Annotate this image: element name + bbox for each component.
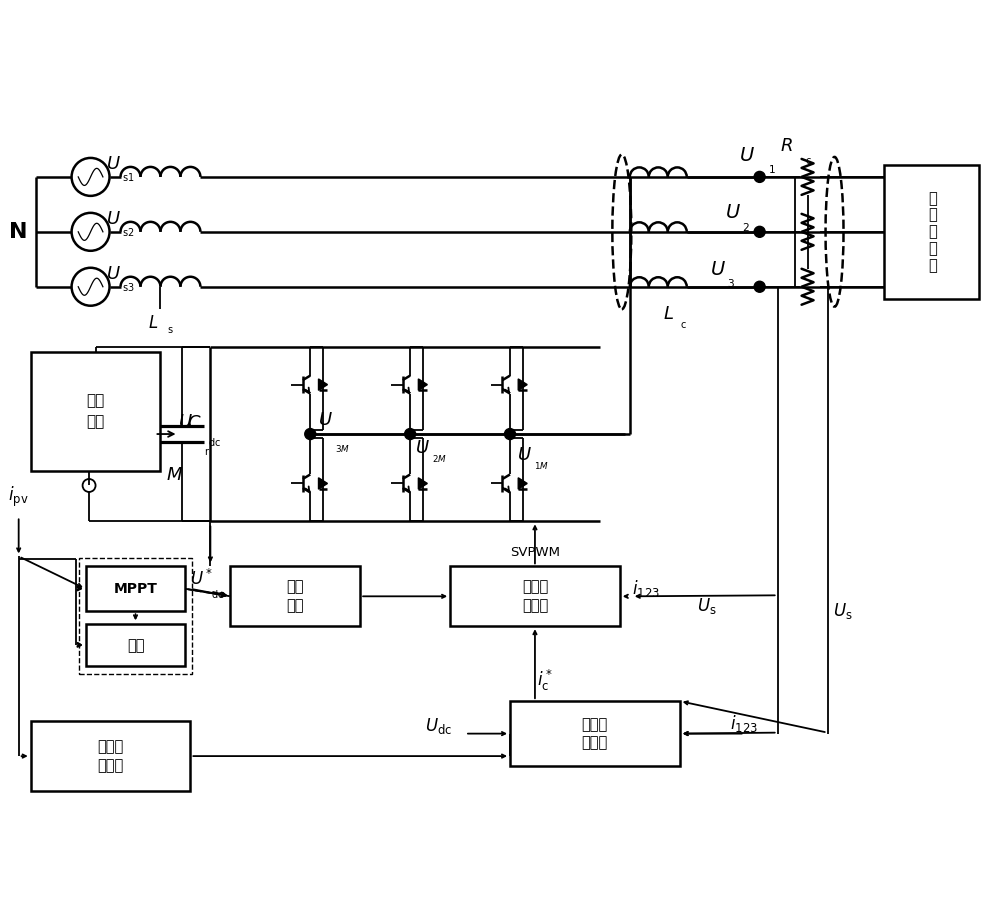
Text: $_{\rm c}$: $_{\rm c}$: [805, 153, 811, 167]
Text: $_{\rm r}$: $_{\rm r}$: [204, 444, 211, 458]
Polygon shape: [518, 379, 527, 390]
Text: $_{\rm dc}$: $_{\rm dc}$: [208, 435, 221, 449]
Bar: [86, 624, 185, 666]
Text: $C$: $C$: [187, 414, 202, 432]
Text: $_{\rm s2}$: $_{\rm s2}$: [122, 225, 134, 239]
Text: $U$: $U$: [106, 155, 120, 173]
Text: $_{\rm dc}$: $_{\rm dc}$: [211, 587, 224, 601]
Text: $U$: $U$: [710, 259, 726, 279]
Bar: [86, 567, 185, 611]
Bar: [79, 558, 192, 674]
Bar: [230, 567, 360, 627]
Text: 电压
控制: 电压 控制: [287, 580, 304, 613]
Circle shape: [754, 226, 765, 237]
Text: $_{\rm s1}$: $_{\rm s1}$: [122, 170, 134, 184]
Text: SVPWM: SVPWM: [510, 546, 560, 559]
Text: $i^*_{\rm c}$: $i^*_{\rm c}$: [537, 668, 553, 693]
Bar: [450, 567, 620, 627]
Polygon shape: [418, 478, 427, 489]
Text: $_{\rm c}$: $_{\rm c}$: [680, 317, 687, 330]
Text: MPPT: MPPT: [114, 581, 157, 596]
Text: $L$: $L$: [663, 305, 674, 323]
Text: 电流跟
踪控制: 电流跟 踪控制: [522, 580, 548, 613]
Text: $U$: $U$: [106, 265, 120, 282]
Text: $U_{\rm s}$: $U_{\rm s}$: [833, 601, 852, 621]
Text: $_{\rm s}$: $_{\rm s}$: [167, 322, 174, 336]
Text: $U_{\rm dc}$: $U_{\rm dc}$: [425, 715, 452, 736]
Text: $_{3M}$: $_{3M}$: [335, 442, 350, 455]
Circle shape: [754, 172, 765, 183]
Bar: [884, 165, 979, 299]
Text: $U$: $U$: [725, 203, 741, 222]
Text: $_{1M}$: $_{1M}$: [534, 459, 549, 472]
Text: 光伏
组件: 光伏 组件: [86, 393, 105, 429]
Text: $U^*$: $U^*$: [190, 569, 214, 589]
Text: $i_{\rm pv}$: $i_{\rm pv}$: [8, 485, 29, 509]
Text: $_3$: $_3$: [727, 275, 735, 290]
Text: 恒压: 恒压: [127, 638, 144, 653]
Text: $U$: $U$: [517, 446, 532, 464]
Text: $R$: $R$: [780, 137, 792, 155]
Text: $_{\rm s3}$: $_{\rm s3}$: [122, 280, 134, 294]
Text: 指令电
流合成: 指令电 流合成: [582, 717, 608, 750]
Bar: [510, 701, 680, 766]
Text: $U$: $U$: [178, 414, 192, 431]
Text: $U$: $U$: [415, 439, 430, 457]
Polygon shape: [319, 478, 327, 489]
Bar: [31, 352, 160, 472]
Text: $_2$: $_2$: [742, 219, 749, 234]
Text: $_1$: $_1$: [768, 161, 776, 176]
Polygon shape: [518, 478, 527, 489]
Text: $U_{\rm s}$: $U_{\rm s}$: [697, 596, 716, 617]
Text: $U$: $U$: [739, 146, 755, 165]
Polygon shape: [418, 379, 427, 390]
Text: 非
线
性
负
载: 非 线 性 负 载: [928, 191, 937, 273]
Text: $U$: $U$: [318, 411, 333, 429]
Circle shape: [305, 428, 316, 439]
Polygon shape: [319, 379, 327, 390]
Bar: [31, 721, 190, 791]
Text: 监测光
伏出力: 监测光 伏出力: [97, 739, 124, 773]
Circle shape: [754, 282, 765, 293]
Text: $_{2M}$: $_{2M}$: [432, 452, 447, 465]
Text: $i_{123}$: $i_{123}$: [730, 713, 758, 734]
Circle shape: [405, 428, 416, 439]
Text: $L$: $L$: [148, 314, 158, 331]
Circle shape: [504, 428, 515, 439]
Text: N: N: [9, 222, 28, 242]
Text: $U$: $U$: [106, 210, 120, 228]
Text: $i_{123}$: $i_{123}$: [632, 578, 660, 599]
Text: $M$: $M$: [166, 466, 183, 484]
